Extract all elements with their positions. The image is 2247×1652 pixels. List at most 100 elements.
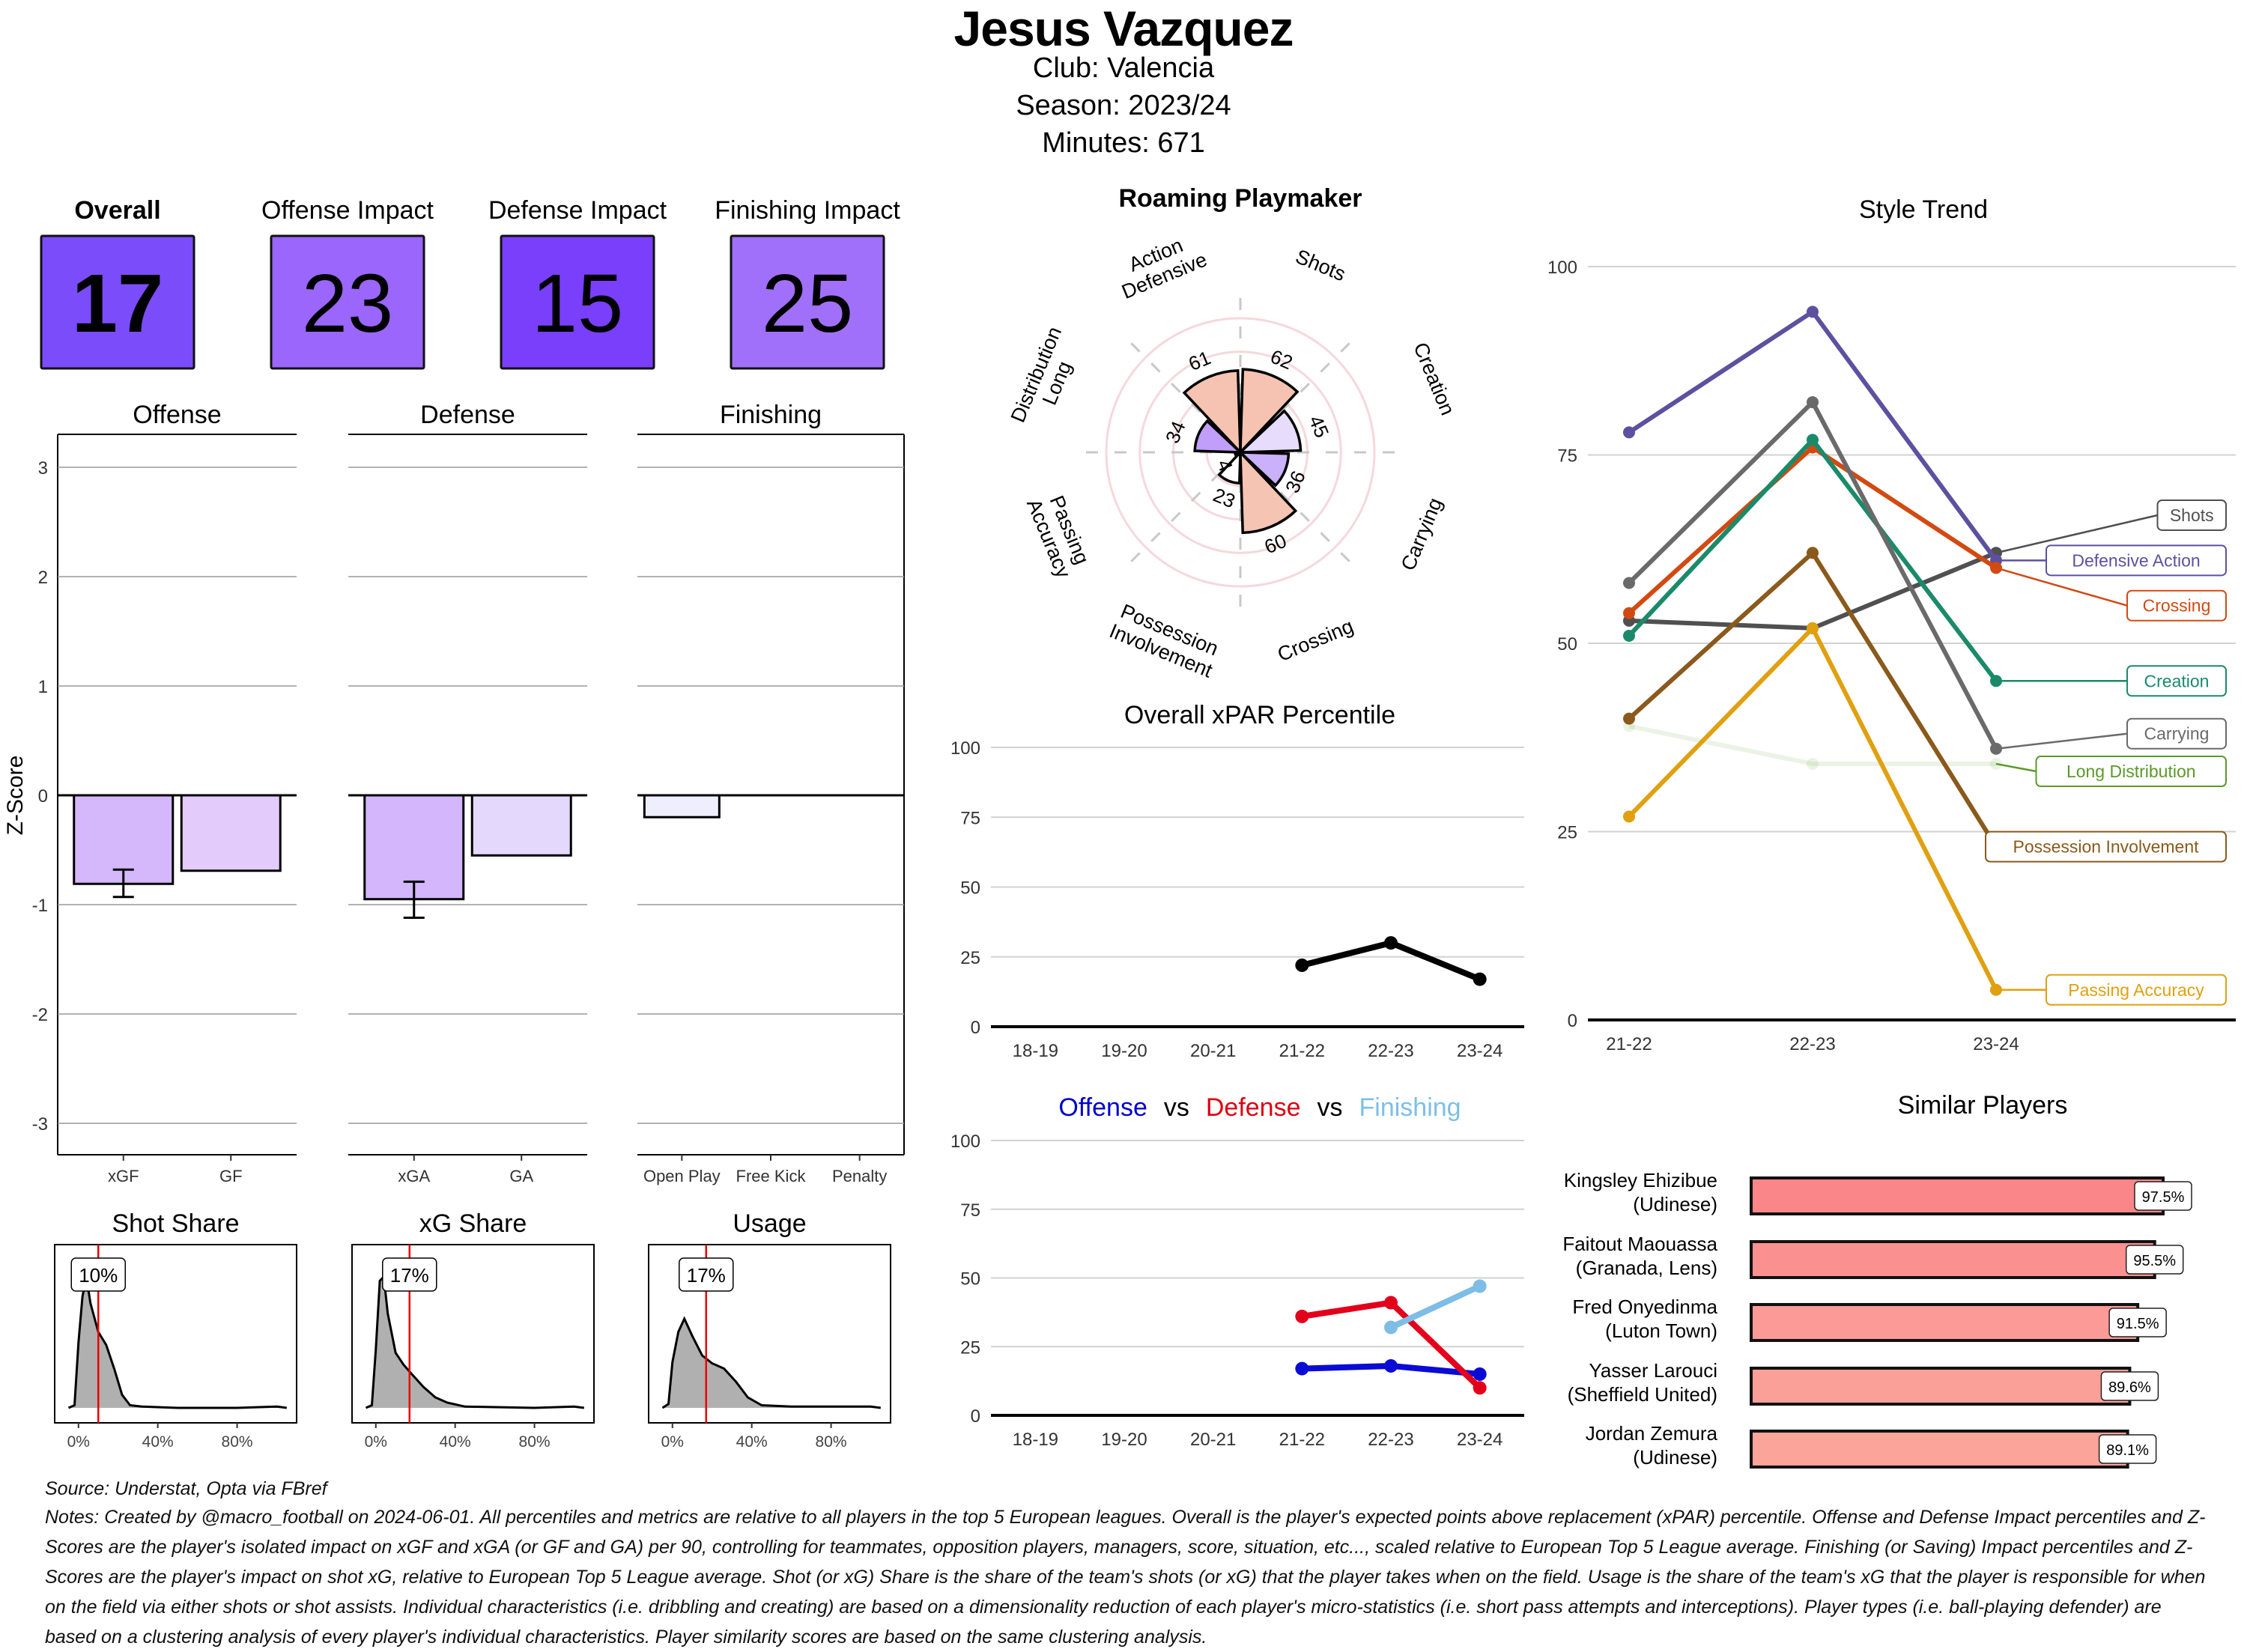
radar-value-label: 23 xyxy=(1210,484,1238,513)
line-chart-style: 0 25 50 75 100 21-22 22-23 23-24 Shots Defensive … xyxy=(1547,258,2236,1054)
season-label: Season: 2023/24 xyxy=(1016,90,1231,121)
panel-frame xyxy=(54,1244,297,1424)
series-carrying: Carrying xyxy=(1623,396,2227,755)
panel-title: Usage xyxy=(733,1209,806,1238)
similarity-bar xyxy=(1750,1240,2156,1279)
club-label: Club: Valencia xyxy=(1032,52,1215,84)
series-label-box xyxy=(2126,589,2227,622)
series-finishing xyxy=(1384,1279,1487,1334)
player-name: Jesus Vazquez xyxy=(953,1,1294,56)
data-point xyxy=(1384,1320,1398,1334)
title-part-defense: Defense xyxy=(1206,1093,1301,1122)
impact-title: Finishing Impact xyxy=(715,196,900,225)
series-label-box xyxy=(2156,499,2227,531)
source-text: Source: Understat, Opta via FBref xyxy=(45,1478,327,1499)
series-offense xyxy=(1295,1358,1487,1381)
x-tick-label: 21-22 xyxy=(1279,1430,1325,1450)
x-tick-label: 18-19 xyxy=(1013,1041,1058,1061)
y-tick-label: 25 xyxy=(1557,823,1577,843)
radar-wedge-possession-involvement xyxy=(1217,449,1242,485)
radar-axis-label: Carrying xyxy=(1397,494,1447,574)
data-point xyxy=(1384,1296,1398,1310)
series-label: Possession Involvement xyxy=(2013,837,2199,857)
impact-value: 23 xyxy=(302,258,393,350)
panel-title: Shot Share xyxy=(112,1209,239,1238)
y-tick-label: 75 xyxy=(960,808,980,828)
impact-title: Overall xyxy=(74,196,160,225)
x-tick-label: 0% xyxy=(661,1433,684,1451)
label-leader xyxy=(1995,514,2158,554)
x-tick-label: 19-20 xyxy=(1101,1041,1147,1061)
series-label: Creation xyxy=(2144,671,2210,690)
player-club-label: (Granada, Lens) xyxy=(1576,1257,1717,1279)
x-tick-label: 18-19 xyxy=(1013,1430,1058,1450)
player-name-label: Yasser Larouci xyxy=(1589,1359,1718,1382)
radar-value-label: 45 xyxy=(1305,412,1334,440)
similar-player-row: Kingsley Ehizibue(Udinese) 97.5% xyxy=(1564,1169,2192,1215)
series-label: Defensive Action xyxy=(2072,550,2200,570)
radar-value-label: 60 xyxy=(1261,529,1290,559)
similar-player-row: Fred Onyedinma(Luton Town) 91.5% xyxy=(1572,1296,2167,1342)
density-line xyxy=(661,1316,881,1409)
data-point xyxy=(1473,1279,1487,1293)
radar-axis-label: Shots xyxy=(1293,245,1349,285)
density-area xyxy=(662,1319,881,1408)
series-possession-involvement: Possession Involvement xyxy=(1623,547,2227,863)
marker-label: 10% xyxy=(79,1264,118,1287)
series-line xyxy=(1628,723,1996,766)
density-line xyxy=(365,1274,584,1409)
y-tick-label: 50 xyxy=(960,878,980,899)
panel-title: Offense xyxy=(133,401,221,429)
notes-text: Notes: Created by @macro_football on 202… xyxy=(45,1507,2206,1648)
similarity-label: 91.5% xyxy=(2117,1316,2159,1332)
player-name-label: Kingsley Ehizibue xyxy=(1564,1169,1717,1191)
series-defensive-action: Defensive Action xyxy=(1623,306,2227,577)
share-panel-shot-share: Shot Share 10% 0% 40% 80% xyxy=(54,1209,297,1451)
series-line xyxy=(1301,1299,1482,1391)
density-area xyxy=(68,1277,287,1408)
x-tick-label: 40% xyxy=(736,1433,768,1451)
impact-title: Offense Impact xyxy=(261,196,434,225)
series-label-box xyxy=(1985,830,2227,863)
series-creation: Creation xyxy=(1623,434,2227,697)
data-point xyxy=(1807,306,1819,318)
y-tick-label: 0 xyxy=(971,1018,980,1038)
x-tick-label: 0% xyxy=(365,1433,387,1451)
title-part-offense: Offense xyxy=(1058,1093,1147,1122)
title-part-finishing: Finishing xyxy=(1359,1093,1461,1122)
y-tick-label: 100 xyxy=(950,738,980,759)
density-line xyxy=(67,1276,287,1409)
similar-player-row: Faitout Maouassa(Granada, Lens) 95.5% xyxy=(1562,1233,2184,1279)
x-tick-label: 22-23 xyxy=(1368,1041,1413,1061)
x-tick-label: GA xyxy=(509,1167,533,1185)
radar-wedge-long-distribution xyxy=(1193,419,1244,454)
x-tick-label: Open Play xyxy=(643,1167,721,1185)
marker-label-box xyxy=(679,1257,734,1292)
data-point xyxy=(1807,622,1819,634)
data-point xyxy=(1473,1381,1487,1395)
data-point xyxy=(1623,712,1635,725)
series-label-box xyxy=(2126,717,2227,750)
x-tick-label: GF xyxy=(219,1167,243,1185)
panel-title: Finishing xyxy=(720,401,822,429)
marker-label: 17% xyxy=(390,1264,429,1287)
series-label-box xyxy=(2046,544,2227,577)
data-point xyxy=(1384,936,1398,950)
label-leader xyxy=(1995,732,2128,750)
radar-value-label: 61 xyxy=(1185,346,1213,375)
impact-card-finishing-impact: Finishing Impact 25 xyxy=(715,196,900,370)
impact-box xyxy=(270,234,425,370)
zscore-panel-defense: Defense xGA GA xyxy=(348,401,587,1185)
x-tick-label: 23-24 xyxy=(1457,1430,1502,1450)
chart-title: Similar Players xyxy=(1898,1091,2068,1120)
data-point xyxy=(1807,434,1819,446)
data-point xyxy=(1295,958,1309,972)
similarity-bar xyxy=(1750,1430,2129,1469)
radar-wedge-carrying xyxy=(1237,451,1291,488)
impact-card-overall: Overall 17 xyxy=(40,196,195,370)
radar-grid-ring xyxy=(1138,350,1342,554)
series-label: Crossing xyxy=(2143,596,2211,616)
series-label: Shots xyxy=(2170,505,2214,525)
radar-title: Roaming Playmaker xyxy=(1118,184,1362,213)
radar-wedge-defensive-action xyxy=(1182,369,1242,456)
